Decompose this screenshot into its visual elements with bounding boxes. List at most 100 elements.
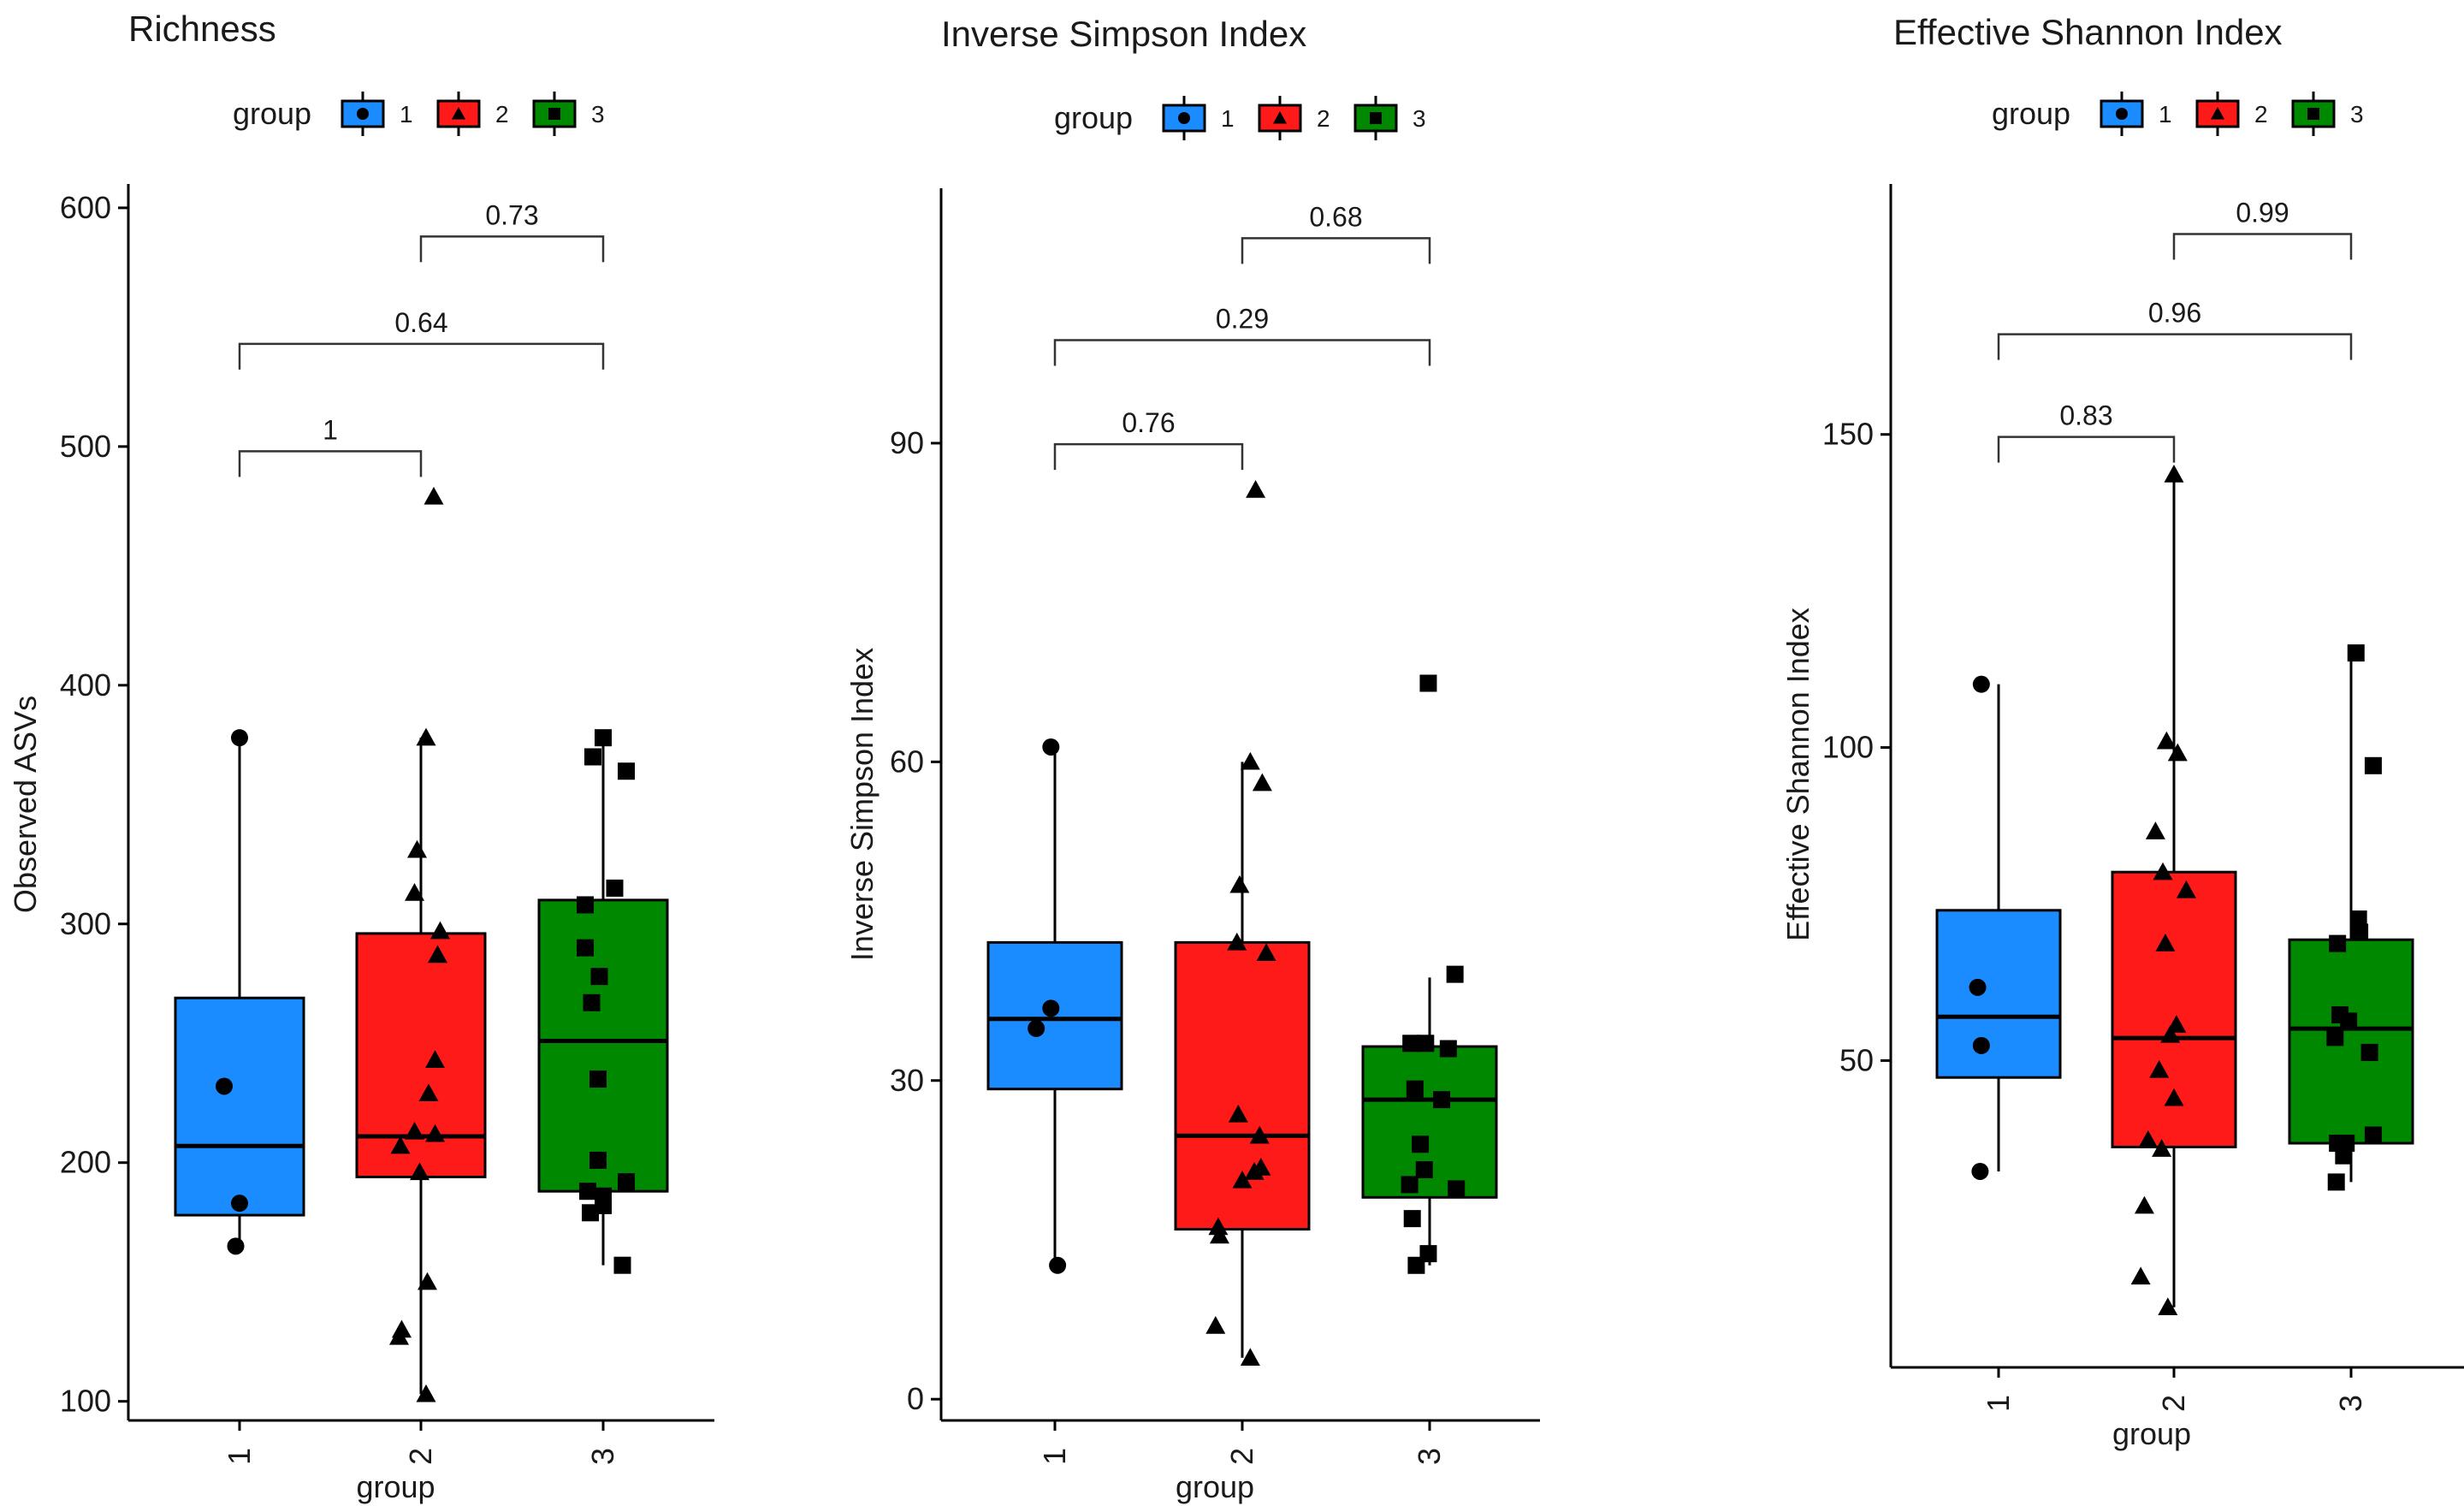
- legend-key-marker: [451, 106, 466, 120]
- data-point: [390, 1135, 411, 1154]
- box: [2288, 938, 2414, 1145]
- legend: group 1 2 3: [1054, 96, 1426, 140]
- data-point: [2158, 1297, 2178, 1315]
- data-point: [613, 1256, 631, 1274]
- data-point: [1208, 1217, 1229, 1236]
- data-point: [1433, 1091, 1451, 1109]
- legend-key-marker: [357, 108, 369, 120]
- data-point: [590, 968, 608, 986]
- data-point: [1209, 1225, 1229, 1244]
- data-point: [1402, 1035, 1420, 1052]
- y-tick-label: 200: [60, 1145, 111, 1180]
- data-point: [2349, 910, 2367, 928]
- data-point: [1256, 943, 1276, 961]
- legend-key-marker: [2210, 106, 2225, 120]
- x-tick-label: 3: [585, 1448, 620, 1465]
- data-point: [1042, 999, 1060, 1017]
- data-point: [2351, 923, 2369, 941]
- comparison-bracket: 0.64: [238, 307, 605, 370]
- legend-key-1: [341, 92, 385, 136]
- box-group-2: [2111, 474, 2237, 1307]
- legend-title: group: [1054, 100, 1133, 135]
- x-tick-label: 2: [403, 1448, 438, 1465]
- data-point: [1049, 1256, 1067, 1274]
- legend-label-3: 3: [2350, 101, 2364, 127]
- legend-key-2: [1258, 96, 1302, 140]
- p-value-label: 0.68: [1309, 201, 1362, 232]
- legend-key-box: [532, 99, 577, 128]
- box: [1935, 909, 2062, 1079]
- data-point: [1446, 965, 1464, 983]
- data-point: [1246, 480, 1266, 498]
- data-point: [2335, 1147, 2353, 1165]
- p-value-label: 0.73: [485, 199, 538, 230]
- data-point: [2360, 1043, 2378, 1061]
- comparison-bracket: 0.96: [1997, 298, 2353, 360]
- comparison-bracket: 0.83: [1997, 400, 2176, 463]
- data-point: [1406, 1080, 1424, 1098]
- box-group-3: [2288, 653, 2414, 1183]
- panel-title: Richness: [128, 9, 276, 49]
- y-tick-label: 100: [60, 1384, 111, 1419]
- box-group-3: [1361, 977, 1498, 1266]
- data-point: [2167, 743, 2188, 762]
- data-point: [2160, 1024, 2181, 1043]
- data-point: [1244, 1162, 1265, 1180]
- y-tick-label: 50: [1839, 1042, 1874, 1077]
- data-point: [2340, 1012, 2358, 1030]
- box-group-1: [1935, 684, 2062, 1171]
- data-point: [425, 1050, 445, 1068]
- p-value-label: 0.96: [2148, 298, 2201, 329]
- x-axis-title: group: [2112, 1416, 2191, 1451]
- x-axis-title: group: [356, 1469, 435, 1504]
- legend-key-marker: [548, 108, 560, 120]
- data-point: [589, 1070, 607, 1088]
- bracket-line: [2172, 233, 2353, 260]
- box-group-1: [174, 738, 305, 1247]
- p-value-label: 0.64: [394, 307, 447, 338]
- data-point: [231, 1195, 248, 1213]
- y-tick-label: 100: [1822, 730, 1874, 765]
- legend-key-marker: [2307, 108, 2319, 120]
- p-value-label: 1: [323, 414, 338, 445]
- data-point: [430, 921, 450, 940]
- legend-key-marker: [1178, 112, 1190, 124]
- x-tick-label: 3: [2333, 1395, 2368, 1412]
- y-axis-title: Inverse Simpson Index: [844, 648, 880, 961]
- data-point: [1403, 1210, 1421, 1228]
- data-point: [1407, 1256, 1425, 1274]
- box: [355, 932, 487, 1178]
- p-value-label: 0.76: [1122, 407, 1175, 438]
- legend-key-2: [2195, 92, 2240, 136]
- y-tick-label: 90: [890, 425, 924, 460]
- data-point: [577, 939, 594, 957]
- data-point: [2164, 465, 2184, 483]
- comparison-bracket: 0.68: [1241, 201, 1431, 264]
- comparison-bracket: 0.73: [419, 199, 605, 263]
- data-point: [1415, 1161, 1433, 1179]
- data-point: [2130, 1266, 2151, 1285]
- legend-key-3: [1353, 96, 1398, 140]
- y-axis-title: Effective Shannon Index: [1780, 608, 1815, 941]
- data-point: [589, 1151, 607, 1169]
- data-point: [1028, 1019, 1045, 1037]
- legend-key-3: [532, 92, 577, 136]
- data-point: [2164, 1088, 2184, 1106]
- data-point: [2149, 1059, 2170, 1078]
- data-point: [1419, 674, 1437, 692]
- data-point: [2153, 862, 2173, 880]
- data-point: [1972, 1036, 1990, 1054]
- comparison-bracket: 1: [238, 414, 423, 477]
- data-point: [583, 993, 601, 1011]
- legend-key-marker: [1272, 110, 1288, 124]
- box-group-2: [355, 738, 487, 1395]
- x-tick-label: 1: [1981, 1395, 2016, 1412]
- legend-label-1: 1: [2159, 101, 2172, 127]
- box-group-3: [537, 738, 669, 1266]
- data-point: [1417, 1035, 1435, 1052]
- legend-title: group: [1992, 96, 2070, 131]
- data-point: [1439, 1040, 1457, 1058]
- bracket-line: [419, 235, 605, 263]
